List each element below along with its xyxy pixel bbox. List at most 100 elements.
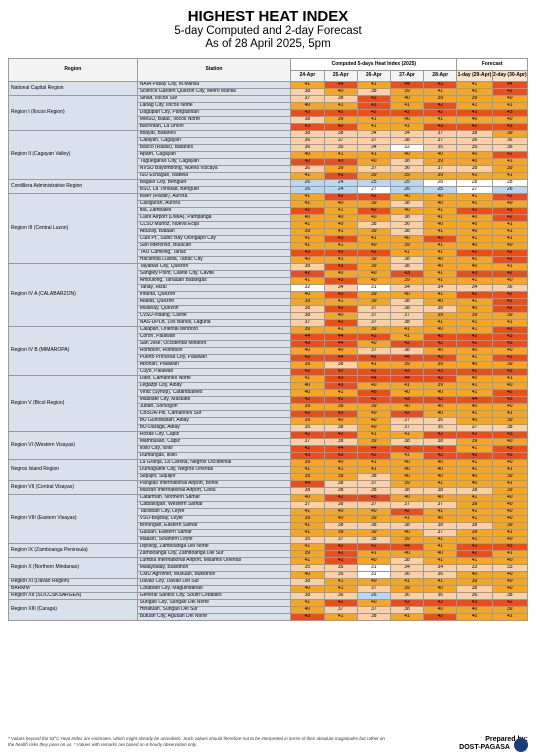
computed-value-cell: 40	[389, 550, 425, 558]
forecast-value-cell: 40	[456, 473, 493, 481]
computed-value-cell: 38	[423, 522, 458, 530]
computed-value-cell: 31	[356, 564, 391, 572]
forecast-value-cell: 41	[491, 172, 529, 180]
computed-value-cell: 39	[423, 361, 458, 369]
computed-value-cell: 39	[356, 200, 391, 208]
forecast-value-cell: 41	[456, 172, 493, 180]
computed-value-cell: 36	[389, 165, 425, 173]
computed-value-cell: 39	[356, 298, 391, 306]
station-cell: CLSU Muñoz, Nueva Ecija	[136, 221, 292, 229]
computed-value-cell: 42	[323, 193, 358, 201]
forecast-value-cell: 40	[456, 606, 493, 614]
forecast-value-cell: 41	[456, 466, 493, 474]
forecast-value-cell: 40	[491, 557, 529, 565]
computed-value-cell: 25	[356, 179, 391, 187]
computed-value-cell: 35	[290, 564, 325, 572]
forecast-value-cell: 40	[491, 508, 529, 516]
forecast-value-cell: 38	[456, 130, 493, 138]
computed-value-cell: 44	[389, 354, 425, 362]
forecast-value-cell: 41	[491, 466, 529, 474]
forecast-value-cell: 39	[491, 417, 529, 425]
table-row: Region XI (Davao Region) Davao City, Dava…	[8, 578, 529, 586]
computed-value-cell: 41	[323, 578, 358, 586]
computed-value-cell: 41	[356, 116, 391, 124]
forecast-value-cell: 39	[491, 130, 529, 138]
forecast-value-cell: 41	[491, 550, 529, 558]
computed-value-cell: 42	[356, 396, 391, 404]
computed-value-cell: 40	[323, 270, 358, 278]
computed-value-cell: 44	[356, 445, 391, 453]
computed-value-cell: 42	[389, 340, 425, 348]
table-row: CvSU-Indang, Cavite 38 40 37 37 39 39 39	[9, 312, 529, 320]
station-cell: Baguio City, Benguet	[136, 179, 292, 187]
computed-value-cell: 42	[323, 599, 358, 607]
table-row: CBSUA-Pili, Camarines Sur 42 43 40 42 40 41 41	[9, 410, 529, 418]
forecast-value-cell: 41	[456, 277, 493, 285]
station-cell: NVSU Bayombong, Nueva Vizcaya	[136, 165, 292, 173]
forecast-value-cell: 40	[456, 214, 493, 222]
region-cell: Region IV B (MIMAROPA)	[8, 326, 138, 376]
forecast-value-cell: 36	[456, 592, 493, 600]
computed-value-cell: 39	[423, 158, 458, 166]
table-row: Region XIII (Caraga) Surigao City, Suriga…	[8, 599, 529, 621]
computed-value-cell: 40	[323, 214, 358, 222]
computed-value-cell: 41	[389, 431, 425, 439]
computed-value-cell: 43	[389, 445, 425, 453]
computed-value-cell: 42	[323, 109, 358, 117]
computed-value-cell: 42	[290, 354, 325, 362]
computed-value-cell: 36	[323, 592, 358, 600]
table-row: San Ildefonso, Bulacan 41 41 40 39 41 40 40	[9, 242, 529, 250]
computed-value-cell: 40	[290, 256, 325, 264]
computed-value-cell: 40	[290, 291, 325, 299]
station-cell: Dumangas, Iloilo	[136, 452, 292, 460]
computed-value-cell: 40	[389, 473, 425, 481]
forecast-group-header: Forecast	[456, 58, 528, 71]
computed-value-cell: 36	[290, 137, 325, 145]
computed-value-cell: 37	[423, 501, 458, 509]
forecast-value-cell: 38	[456, 165, 493, 173]
computed-value-cell: 41	[323, 207, 358, 215]
forecast-value-cell: 40	[491, 585, 529, 593]
day-header-row: 24-Apr 25-Apr 26-Apr 27-Apr 28-Apr 1-day (29-…	[9, 69, 529, 82]
forecast-value-cell: 40	[456, 361, 493, 369]
forecast-value-cell: 41	[456, 235, 493, 243]
forecast-value-cell: 39	[491, 522, 529, 530]
computed-value-cell: 41	[323, 256, 358, 264]
computed-value-cell: 41	[389, 326, 425, 334]
station-cell: Romblon, Romblon	[136, 347, 292, 355]
computed-value-cell: 42	[423, 599, 458, 607]
computed-value-cell: 43	[323, 172, 358, 180]
forecast-value-cell: 41	[456, 298, 493, 306]
forecast-value-cell: 40	[491, 536, 529, 544]
forecast-value-cell: 40	[456, 221, 493, 229]
computed-value-cell: 41	[389, 613, 425, 621]
computed-value-cell: 43	[389, 270, 425, 278]
table-row: NVSU Bayombong, Nueva Vizcaya 36 39 37 36 37 3…	[9, 165, 529, 173]
forecast-value-cell: 27	[456, 186, 493, 194]
computed-value-cell: 38	[290, 578, 325, 586]
computed-value-cell: 42	[290, 445, 325, 453]
table-row: Ambulong, Tanauan Batangas 41 43 40 39 41 41 40	[9, 277, 529, 285]
computed-value-cell: 40	[389, 207, 425, 215]
computed-value-cell: 38	[389, 158, 425, 166]
computed-value-cell: 41	[323, 228, 358, 236]
forecast-value-cell: 41	[456, 508, 493, 516]
station-cell: Puerto Princesa City, Palawan	[136, 354, 292, 362]
computed-value-cell: 32	[290, 284, 325, 292]
forecast-value-cell: 42	[491, 249, 529, 257]
computed-value-cell: 40	[323, 221, 358, 229]
computed-value-cell: 42	[356, 543, 391, 551]
computed-value-cell: 41	[356, 550, 391, 558]
table-row: Region V (Bicol Region) Daet, Camarines N…	[8, 375, 529, 432]
computed-value-cell: 42	[423, 445, 458, 453]
computed-value-cell: 42	[423, 396, 458, 404]
table-row: Iba, Zambales 42 41 42 40 41 42 43	[9, 207, 529, 215]
computed-value-cell: 44	[323, 81, 358, 89]
computed-value-cell: 40	[423, 466, 458, 474]
pagasa-logo-icon	[514, 738, 528, 752]
computed-value-cell: 43	[290, 249, 325, 257]
computed-value-cell: 40	[356, 158, 391, 166]
computed-value-cell: 38	[389, 319, 425, 327]
station-cell: Catbalogan, Western Samar	[136, 501, 292, 509]
computed-value-cell: 41	[290, 557, 325, 565]
